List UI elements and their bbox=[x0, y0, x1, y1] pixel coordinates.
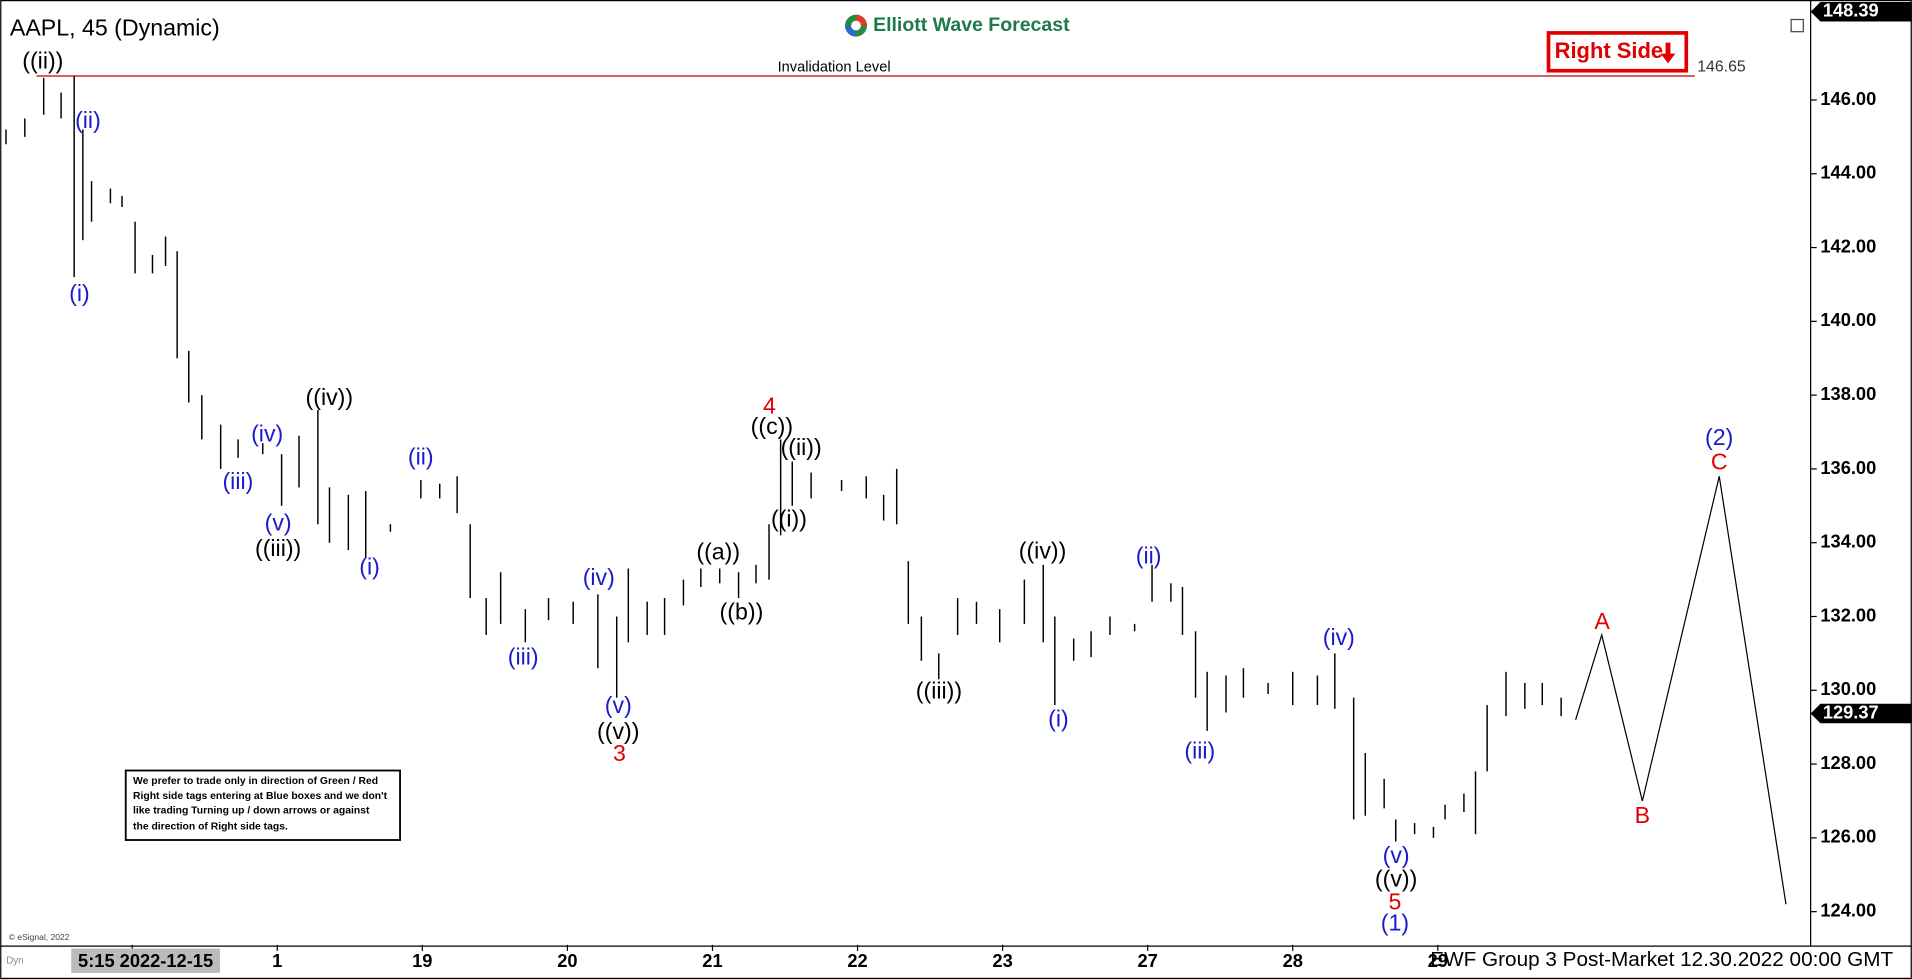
x-tick-label: 23 bbox=[992, 950, 1012, 971]
y-tick-label: 146.00 bbox=[1820, 88, 1876, 109]
wave-label: ((b)) bbox=[720, 598, 764, 624]
wave-label: (v) bbox=[265, 509, 292, 535]
wave-label: (ii) bbox=[75, 107, 101, 133]
note-line: Right side tags entering at Blue boxes a… bbox=[133, 791, 388, 802]
wave-label: ((v)) bbox=[597, 718, 639, 744]
note-line: We prefer to trade only in direction of … bbox=[133, 776, 378, 787]
wave-label: (2) bbox=[1705, 424, 1733, 450]
x-tick-label: 28 bbox=[1283, 950, 1303, 971]
wave-label: (iv) bbox=[251, 420, 283, 446]
wave-label: (v) bbox=[605, 692, 632, 718]
wave-label: ((iii)) bbox=[916, 678, 962, 704]
wave-label: 4 bbox=[763, 392, 776, 418]
wave-label: (iii) bbox=[222, 468, 253, 494]
last-price: 129.37 bbox=[1823, 701, 1879, 722]
x-tick-label-box bbox=[71, 948, 220, 973]
y-tick-label: 136.00 bbox=[1820, 457, 1876, 478]
right-side-arrow bbox=[1660, 42, 1676, 64]
wave-label: 5 bbox=[1388, 889, 1401, 915]
x-tick-label: 22 bbox=[847, 950, 867, 971]
window-icon bbox=[1790, 18, 1804, 33]
note-box: We prefer to trade only in direction of … bbox=[124, 769, 401, 841]
y-tick-label: 126.00 bbox=[1820, 826, 1876, 847]
footer: EWF Group 3 Post-Market 12.30.2022 00:00… bbox=[1430, 948, 1893, 971]
wave-label: (iii) bbox=[1184, 737, 1215, 763]
y-tick-label: 138.00 bbox=[1820, 383, 1876, 404]
wave-label: (iv) bbox=[1323, 624, 1355, 650]
wave-label: (1) bbox=[1381, 909, 1409, 935]
y-tick-label: 132.00 bbox=[1820, 604, 1876, 625]
y-tick-label: 140.00 bbox=[1820, 309, 1876, 330]
wave-label: (i) bbox=[69, 280, 90, 306]
y-tick-label: 134.00 bbox=[1820, 531, 1876, 552]
wave-label: (v) bbox=[1383, 842, 1410, 868]
wave-label: ((i)) bbox=[771, 506, 807, 532]
note-line: the direction of Right side tags. bbox=[133, 821, 288, 832]
wave-label: ((v)) bbox=[1375, 865, 1417, 891]
wave-label: A bbox=[1594, 608, 1610, 634]
high-tag: 148.39 bbox=[1823, 0, 1879, 21]
invalidation-label: Invalidation Level bbox=[778, 59, 891, 75]
x-tick-label: 1 bbox=[272, 950, 282, 971]
wave-label: (iii) bbox=[508, 643, 539, 669]
x-tick-label: 29 bbox=[1428, 950, 1448, 971]
wave-label: C bbox=[1711, 448, 1728, 474]
x-tick-label: 5:15 2022-12-15 bbox=[78, 950, 213, 971]
wave-label: ((iv)) bbox=[306, 384, 354, 410]
wave-label: ((iv)) bbox=[1019, 537, 1067, 563]
note-line: like trading Turning up / down arrows or… bbox=[133, 805, 370, 816]
y-tick-label: 142.00 bbox=[1820, 235, 1876, 256]
wave-label: ((ii)) bbox=[22, 47, 63, 73]
wave-label: (i) bbox=[1048, 706, 1069, 732]
chart-title: AAPL, 45 (Dynamic) bbox=[10, 14, 220, 40]
wave-label: (ii) bbox=[408, 444, 434, 470]
wave-label: (iv) bbox=[583, 564, 615, 590]
wave-label: (ii) bbox=[1136, 542, 1162, 568]
brand-logo bbox=[845, 14, 867, 37]
right-side-box bbox=[1546, 31, 1689, 73]
y-tick-label: 128.00 bbox=[1820, 752, 1876, 773]
last-price-box bbox=[1810, 703, 1912, 724]
wave-label: B bbox=[1635, 802, 1650, 828]
mode-tag: Dyn bbox=[6, 955, 23, 966]
high-tag-box bbox=[1810, 2, 1912, 22]
right-side-label: Right Side bbox=[1555, 38, 1663, 63]
x-tick-label: 21 bbox=[702, 950, 722, 971]
x-tick-label: 19 bbox=[412, 950, 432, 971]
projection-line bbox=[1575, 476, 1787, 905]
y-tick-label: 144.00 bbox=[1820, 162, 1876, 183]
copyright: © eSignal, 2022 bbox=[9, 932, 70, 942]
wave-label: 3 bbox=[613, 740, 626, 766]
invalidation-value: 146.65 bbox=[1697, 59, 1746, 76]
wave-label: ((ii)) bbox=[781, 434, 822, 460]
wave-label: ((c)) bbox=[751, 413, 793, 439]
x-tick-label: 20 bbox=[557, 950, 577, 971]
y-tick-label: 124.00 bbox=[1820, 899, 1876, 920]
wave-label: ((iii)) bbox=[255, 535, 301, 561]
brand: Elliott Wave Forecast bbox=[873, 14, 1070, 36]
wave-label: ((a)) bbox=[696, 539, 740, 565]
y-tick-label: 130.00 bbox=[1820, 678, 1876, 699]
wave-label: (i) bbox=[359, 553, 380, 579]
x-tick-label: 27 bbox=[1138, 950, 1158, 971]
